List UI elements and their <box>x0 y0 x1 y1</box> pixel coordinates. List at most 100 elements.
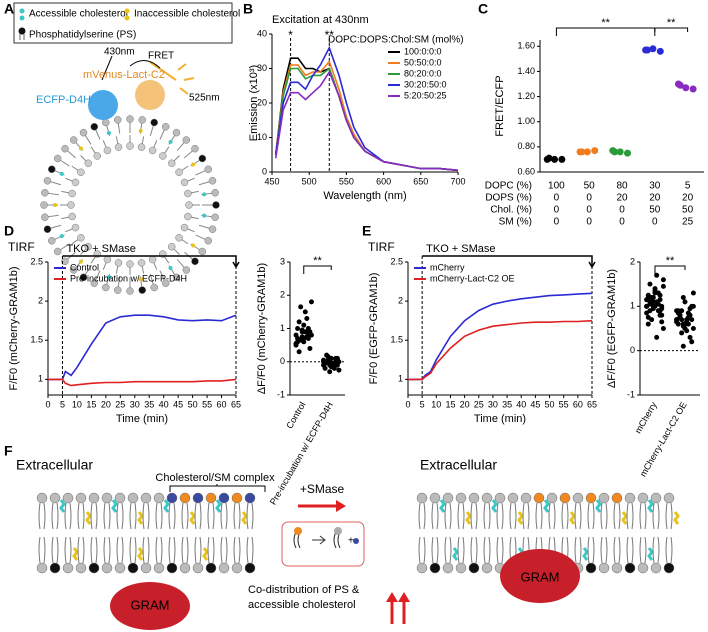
lipid-head <box>624 492 636 504</box>
lipid-tail <box>181 502 189 564</box>
icon <box>19 34 25 40</box>
lipid-tail <box>71 239 79 245</box>
label: mVenus-Lact-C2 <box>83 69 165 81</box>
label: GRAM <box>521 569 560 584</box>
lipid-head <box>43 177 52 185</box>
lipid-tail <box>626 502 634 564</box>
legend-label: mCherry <box>430 262 465 272</box>
data-point <box>301 335 307 341</box>
data-point <box>654 299 660 305</box>
lipid-tail <box>587 502 595 564</box>
lipid-head <box>166 492 178 504</box>
x-tick-label: 25 <box>115 399 125 409</box>
y-tick-label: 0 <box>280 356 285 366</box>
lipid-head <box>103 255 112 264</box>
annotation: TKO + SMase <box>426 243 495 255</box>
lipid-head <box>102 283 110 292</box>
sm <box>294 527 302 535</box>
event-arrow <box>422 255 596 269</box>
lipid-head <box>198 247 207 256</box>
data-point <box>687 306 693 312</box>
series-line <box>48 314 237 381</box>
x-tick-label: 650 <box>413 176 428 186</box>
data-point <box>624 149 632 157</box>
x-tick-label: 40 <box>159 399 169 409</box>
lipid-head <box>62 492 74 504</box>
inset-box <box>281 521 365 567</box>
cholesterol <box>452 547 459 561</box>
lipid-head <box>84 242 93 251</box>
significance: ** <box>667 17 676 29</box>
lipid-tail <box>164 256 170 264</box>
y-tick-label: 1.5 <box>390 335 403 345</box>
data-point <box>690 303 696 309</box>
note: TIRF <box>8 240 35 254</box>
lipid-tail <box>155 502 163 564</box>
table-cell: 50 <box>682 205 694 216</box>
lipid-tail <box>103 502 111 564</box>
data-point <box>655 308 661 314</box>
lipid-tail <box>483 502 491 564</box>
data-point <box>654 334 660 340</box>
lipid-tail <box>153 140 158 148</box>
lipid-head <box>172 273 181 282</box>
lipid-tail <box>117 122 121 134</box>
data-point <box>660 326 666 331</box>
cholesterol <box>543 499 550 513</box>
data-point <box>679 308 685 314</box>
y-tick-label: 1.20 <box>517 91 535 101</box>
data-point <box>654 272 660 278</box>
lipid-head <box>40 201 48 209</box>
lipid-head <box>114 259 123 267</box>
data-point <box>643 46 651 54</box>
lipid-head <box>43 225 52 233</box>
event-arrow <box>62 255 240 269</box>
lipid-tail <box>509 502 517 564</box>
lipid-tail <box>65 177 73 182</box>
table-cell: 80 <box>616 181 628 192</box>
data-point <box>656 47 664 55</box>
x-tick-label: 20 <box>101 399 111 409</box>
legend-label: 5:20:50:25 <box>404 90 447 100</box>
data-point <box>551 155 559 163</box>
lipid-tail <box>207 502 215 564</box>
lipid-head <box>481 562 493 574</box>
lipid-head <box>68 212 76 221</box>
data-point <box>301 322 307 328</box>
lipid-tail <box>66 150 76 159</box>
lipid-head <box>191 257 199 266</box>
lipid-tail <box>639 502 647 564</box>
lipid-tail <box>71 165 79 171</box>
lipid-tail <box>61 190 70 194</box>
data-point <box>334 357 340 363</box>
data-point <box>676 81 684 89</box>
label: Extracellular <box>420 457 497 473</box>
lipid-head <box>88 492 100 504</box>
panel-a: Accessible cholesterol Inaccessible chol… <box>13 2 240 295</box>
lipid-tail <box>65 228 73 233</box>
lipid-tail <box>176 259 185 269</box>
lipid-tail <box>470 502 478 564</box>
phosphocholine <box>353 538 359 544</box>
lipid-head <box>204 165 212 174</box>
lipid-head <box>184 212 192 221</box>
lipid-head <box>36 492 48 504</box>
legend-label: 30:20:50:0 <box>404 79 447 89</box>
lipid-head <box>103 146 112 155</box>
lipid-tail <box>181 239 189 245</box>
lipid-tail <box>181 165 189 171</box>
data-point <box>685 314 691 320</box>
lipid-tail <box>418 502 426 564</box>
icon <box>18 27 26 35</box>
table-cell: 0 <box>586 193 592 204</box>
y-axis-label: F/F0 (EGFP-GRAM1b) <box>368 273 380 385</box>
legend-label: Control <box>70 262 99 272</box>
lipid-tail <box>59 243 70 251</box>
legend-label: 50:50:0:0 <box>404 57 442 67</box>
lipid-head <box>79 273 88 282</box>
series-line <box>48 378 237 387</box>
lipid-tail <box>600 502 608 564</box>
lipid-head <box>182 136 191 144</box>
data-point <box>331 365 337 371</box>
significance: ** <box>601 17 610 29</box>
